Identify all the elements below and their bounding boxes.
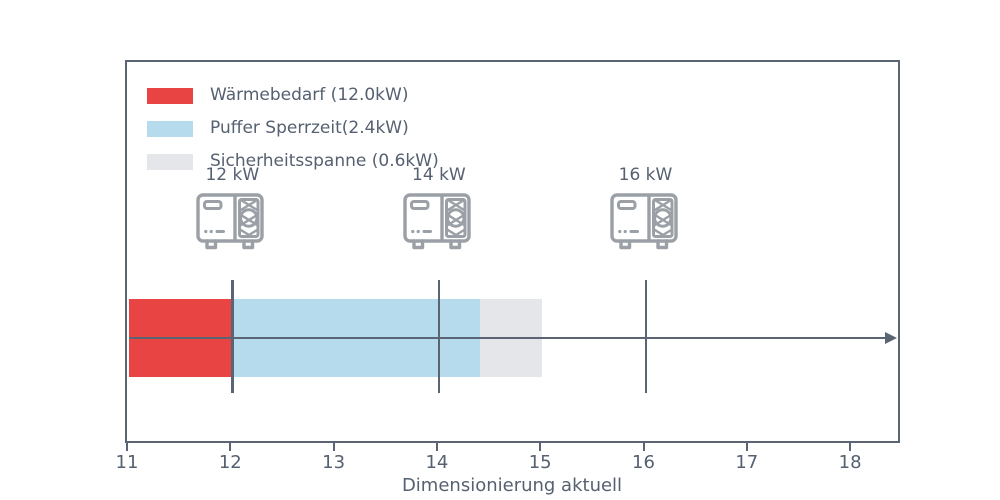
marker-label: 14 kW (412, 165, 466, 185)
x-tick-15 (539, 443, 542, 451)
x-axis-title: Dimensionierung aktuell (401, 475, 623, 496)
marker-line-14kw (437, 280, 441, 393)
x-axis-arrow-line (129, 336, 887, 340)
heat-pump-icon (196, 193, 264, 250)
legend-label: Puffer Sperrzeit(2.4kW) (210, 118, 409, 138)
x-tick-label: 13 (322, 452, 346, 473)
x-axis-arrow-head-icon (885, 332, 897, 344)
x-tick-17 (745, 443, 748, 451)
legend: Wärmebedarf (12.0kW) Puffer Sperrzeit(2.4… (147, 79, 439, 178)
legend-item-puffer-sperrzeit: Puffer Sperrzeit(2.4kW) (147, 112, 439, 145)
legend-item-waermebedarf: Wärmebedarf (12.0kW) (147, 79, 439, 112)
heat-pump-marker-14kw: 14 kW (379, 167, 499, 255)
marker-label: 16 kW (618, 165, 673, 185)
x-tick-label: 11 (115, 452, 139, 473)
marker-label: 12 kW (205, 165, 260, 185)
x-tick-label: 17 (735, 452, 759, 473)
x-tick-label: 12 (218, 452, 242, 473)
x-tick-18 (849, 443, 852, 451)
x-tick-label: 15 (528, 452, 552, 473)
legend-label: Wärmebedarf (12.0kW) (210, 85, 409, 105)
x-tick-label: 16 (632, 452, 655, 473)
marker-line-16kw (644, 280, 647, 393)
marker-line-12kw (231, 280, 234, 393)
x-tick-16 (642, 443, 645, 451)
x-tick-11 (126, 443, 128, 451)
heat-pump-icon (403, 193, 471, 250)
x-tick-12 (229, 443, 232, 451)
x-tick-label: 14 (425, 452, 449, 473)
x-tick-13 (332, 443, 335, 451)
legend-swatch-puffer-sperrzeit (147, 120, 193, 137)
heat-pump-icon (609, 193, 678, 250)
heat-pump-marker-12kw: 12 kW (172, 167, 292, 255)
legend-label: Sicherheitsspanne (0.6kW) (210, 151, 439, 171)
heat-pump-marker-16kw: 16 kW (586, 167, 706, 255)
legend-item-sicherheitsspanne: Sicherheitsspanne (0.6kW) (147, 145, 439, 178)
x-tick-label: 18 (838, 452, 862, 473)
plot-area: Wärmebedarf (12.0kW) Puffer Sperrzeit(2.4… (125, 60, 900, 443)
legend-swatch-sicherheitsspanne (147, 153, 193, 170)
legend-swatch-waermebedarf (147, 87, 193, 104)
x-tick-14 (435, 443, 438, 451)
